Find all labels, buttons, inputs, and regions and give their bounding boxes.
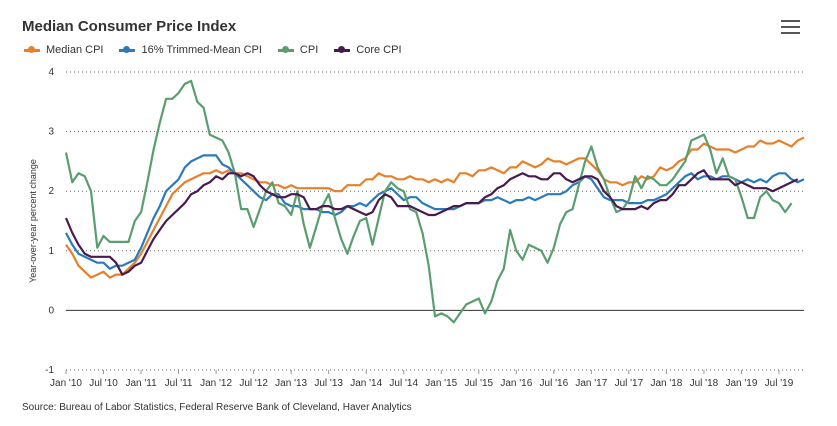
legend-swatch-cpi — [277, 45, 294, 53]
x-tick-label: Jul '17 — [615, 378, 644, 389]
x-tick-label: Jul '11 — [165, 378, 193, 389]
series-line-16-trimmed-mean-cpi — [65, 154, 805, 270]
legend-label: CPI — [299, 44, 319, 56]
x-tick-label: Jan '11 — [125, 378, 157, 389]
legend: Median CPI 16% Trimmed-Mean CPI CPI Core… — [24, 44, 402, 56]
legend-swatch-core-cpi — [334, 45, 351, 53]
chart-title: Median Consumer Price Index — [22, 18, 237, 35]
x-tick-label: Jul '13 — [314, 378, 343, 389]
y-tick-label: 0 — [48, 305, 54, 316]
x-tick-label: Jul '12 — [239, 378, 268, 389]
x-tick-label: Jan '19 — [725, 378, 757, 389]
legend-item-median-cpi[interactable]: Median CPI — [24, 44, 103, 56]
hamburger-menu-icon[interactable] — [781, 20, 800, 36]
legend-item-trimmed-mean-cpi[interactable]: 16% Trimmed-Mean CPI — [119, 44, 262, 56]
source-note: Source: Bureau of Labor Statistics, Fede… — [22, 402, 412, 413]
legend-label: Median CPI — [46, 44, 104, 56]
legend-swatch-median-cpi — [24, 45, 40, 53]
x-tick-label: Jan '13 — [275, 378, 307, 389]
legend-label: Core CPI — [356, 44, 402, 56]
y-tick-label: 3 — [48, 127, 54, 138]
series-line-cpi — [64, 79, 793, 324]
x-tick-label: Jan '16 — [500, 378, 532, 389]
y-tick-label: 2 — [48, 186, 54, 197]
series-line-median-cpi — [65, 136, 805, 279]
legend-label: 16% Trimmed-Mean CPI — [141, 44, 262, 56]
y-tick-label: -1 — [45, 365, 54, 376]
x-tick-label: Jan '15 — [425, 378, 457, 389]
y-tick-label: 1 — [48, 246, 54, 257]
x-tick-label: Jul '10 — [89, 378, 118, 389]
x-tick-label: Jul '15 — [464, 378, 493, 389]
series-line-core-cpi — [64, 169, 799, 276]
x-tick-label: Jul '16 — [540, 378, 569, 389]
y-tick-label: 4 — [48, 67, 54, 78]
x-tick-label: Jan '17 — [575, 378, 607, 389]
x-tick-label: Jan '18 — [650, 378, 682, 389]
x-tick-label: Jan '10 — [50, 378, 82, 389]
y-axis-label: Year-over-year percent change — [28, 159, 38, 283]
x-tick-label: Jul '14 — [389, 378, 418, 389]
x-tick-label: Jan '14 — [350, 378, 382, 389]
x-tick-label: Jan '12 — [200, 378, 232, 389]
legend-swatch-trimmed-mean-cpi — [119, 45, 136, 53]
legend-item-core-cpi[interactable]: Core CPI — [334, 44, 402, 56]
x-tick-label: Jul '19 — [765, 378, 794, 389]
x-tick-label: Jul '18 — [690, 378, 719, 389]
legend-item-cpi[interactable]: CPI — [277, 44, 319, 56]
